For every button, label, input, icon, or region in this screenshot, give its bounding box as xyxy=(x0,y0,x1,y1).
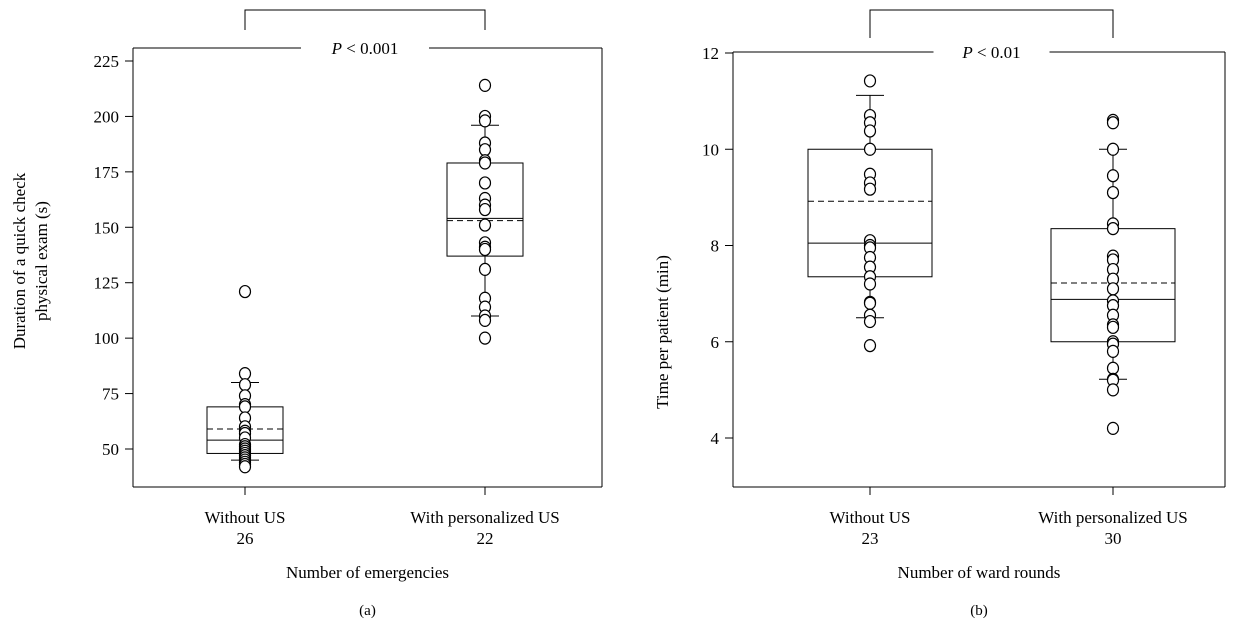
data-point xyxy=(1106,383,1120,397)
significance-p: P xyxy=(331,39,342,58)
chart-panel-b: P < 0.01 4 6 8 10 12 Time per patient (min) Wit… xyxy=(653,9,1226,619)
significance-bracket xyxy=(244,9,486,30)
x-category-label: Without US xyxy=(204,508,285,527)
data-point xyxy=(238,367,252,381)
y-tick-label: 4 xyxy=(711,429,720,448)
significance-bracket xyxy=(869,9,1114,38)
panel-label: (a) xyxy=(359,603,376,619)
significance-label: P < 0.001 xyxy=(331,39,399,58)
data-point xyxy=(478,242,492,257)
significance-value: < 0.01 xyxy=(973,43,1021,62)
data-point xyxy=(1106,361,1120,375)
x-category-label: Without US xyxy=(829,508,910,527)
x-category-count: 23 xyxy=(862,529,879,548)
data-point xyxy=(1106,222,1120,236)
data-point xyxy=(478,202,492,217)
data-point xyxy=(1106,116,1120,130)
y-tick-label: 10 xyxy=(702,140,719,159)
data-point xyxy=(1106,169,1120,183)
x-category-count: 22 xyxy=(477,529,494,548)
data-point xyxy=(478,176,492,190)
data-point xyxy=(1106,282,1120,296)
data-point xyxy=(863,124,877,138)
data-point xyxy=(478,143,492,157)
y-tick-label: 200 xyxy=(94,107,120,126)
data-point xyxy=(1106,320,1120,334)
data-point xyxy=(863,182,877,196)
data-point xyxy=(1106,185,1120,200)
significance-value: < 0.001 xyxy=(342,39,398,58)
y-tick-label: 125 xyxy=(94,274,120,293)
y-axis-label: Duration of a quick check xyxy=(10,172,29,349)
data-point xyxy=(478,331,492,345)
y-tick-label: 12 xyxy=(702,44,719,63)
panel-label: (b) xyxy=(970,603,988,619)
data-point xyxy=(1106,142,1120,156)
data-point xyxy=(478,218,492,232)
y-tick-label: 6 xyxy=(711,333,720,352)
x-axis-label: Number of emergencies xyxy=(286,563,449,582)
data-point xyxy=(238,460,252,474)
x-axis-label: Number of ward rounds xyxy=(898,563,1061,582)
significance-p: P xyxy=(961,43,972,62)
chart-panel-a: P < 0.001 50 75 100 125 150 175 200 225 Duration … xyxy=(10,9,603,619)
y-axis-label: physical exam (s) xyxy=(32,201,51,321)
y-tick-label: 225 xyxy=(94,52,120,71)
data-point xyxy=(238,284,252,299)
data-point xyxy=(478,78,492,92)
data-point xyxy=(1106,421,1120,435)
y-tick-label: 150 xyxy=(94,218,120,237)
y-tick-label: 8 xyxy=(711,237,720,256)
significance-label: P < 0.01 xyxy=(961,43,1020,62)
data-point xyxy=(863,296,877,310)
data-point xyxy=(863,142,877,156)
x-category-label: With personalized US xyxy=(1038,508,1187,527)
x-category-count: 26 xyxy=(237,529,254,548)
data-point xyxy=(238,378,252,392)
y-tick-label: 75 xyxy=(102,385,119,404)
x-category-label: With personalized US xyxy=(410,508,559,527)
data-point xyxy=(238,400,252,414)
x-category-count: 30 xyxy=(1105,529,1122,548)
data-point xyxy=(863,314,877,329)
data-point xyxy=(478,262,492,277)
data-point xyxy=(1106,344,1120,358)
data-point xyxy=(863,74,877,88)
data-point xyxy=(478,114,492,128)
data-point xyxy=(863,277,877,291)
data-point xyxy=(478,313,492,328)
y-tick-label: 175 xyxy=(94,163,120,182)
y-axis-label: Time per patient (min) xyxy=(653,255,672,409)
y-tick-label: 100 xyxy=(94,329,120,348)
data-point xyxy=(478,156,492,170)
y-tick-label: 50 xyxy=(102,440,119,459)
data-point xyxy=(863,339,877,353)
